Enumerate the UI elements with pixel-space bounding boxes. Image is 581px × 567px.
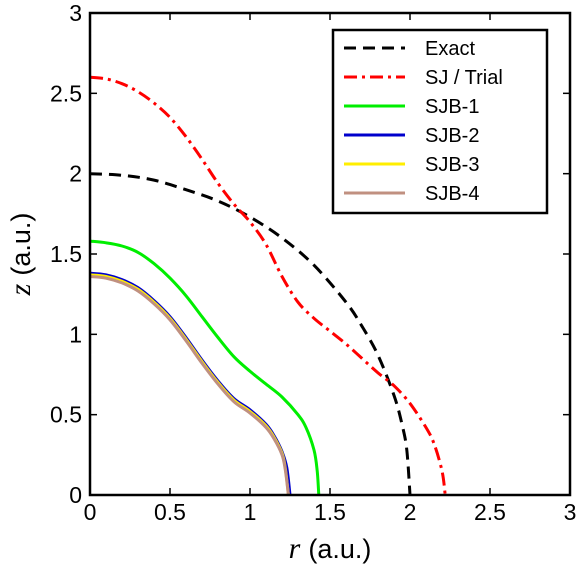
y-tick-label: 2.5 <box>50 80 82 106</box>
series-line-sjb-2 <box>89 271 292 496</box>
x-tick-label: 1.5 <box>314 499 346 525</box>
y-tick-label: 3 <box>69 0 82 26</box>
plot-frame <box>88 11 572 497</box>
legend-label-sjb-4: SJB-4 <box>425 183 479 205</box>
legend-label-sjb-3: SJB-3 <box>425 154 479 176</box>
x-tick-label: 0.5 <box>154 499 186 525</box>
legend-label-exact: Exact <box>425 38 475 60</box>
x-axis-unit: (a.u.) <box>308 534 371 564</box>
series-line-sjb-1 <box>89 239 321 496</box>
series-layer <box>89 75 447 496</box>
series-line-sjb-4 <box>89 275 290 496</box>
series-line-sj-trial <box>89 75 447 496</box>
y-axis-unit: (a.u.) <box>6 213 36 276</box>
x-tick-label: 3 <box>564 499 577 525</box>
legend: Exact SJ / Trial SJB-1 SJB-2 SJB-3 SJB-4 <box>331 28 549 215</box>
legend-box <box>331 28 549 215</box>
y-tick-label: 1 <box>69 321 82 347</box>
y-tick-label: 2 <box>69 161 82 187</box>
y-tick-label: 0.5 <box>50 402 82 428</box>
x-tick-label: 1 <box>244 499 257 525</box>
legend-label-sj-trial: SJ / Trial <box>425 67 503 89</box>
legend-label-sjb-2: SJB-2 <box>425 125 479 147</box>
y-tick-label: 0 <box>69 482 82 508</box>
series-line-sjb-3 <box>89 273 290 496</box>
x-axis-label: r (a.u.) <box>289 532 372 565</box>
series-line-exact <box>89 172 412 496</box>
x-tick-label: 0 <box>84 499 97 525</box>
y-axis-label: z (a.u.) <box>4 213 37 297</box>
y-axis-variable: z <box>4 283 37 296</box>
ticks-layer: 0 0.5 1 1.5 2 2.5 3 0 0.5 1 1.5 2 2.5 3 <box>50 0 576 525</box>
x-tick-label: 2 <box>404 499 417 525</box>
x-axis-variable: r <box>289 532 301 565</box>
legend-label-sjb-1: SJB-1 <box>425 96 479 118</box>
x-tick-label: 2.5 <box>474 499 506 525</box>
y-tick-label: 1.5 <box>50 241 82 267</box>
legend-items: Exact SJ / Trial SJB-1 SJB-2 SJB-3 SJB-4 <box>344 38 503 205</box>
